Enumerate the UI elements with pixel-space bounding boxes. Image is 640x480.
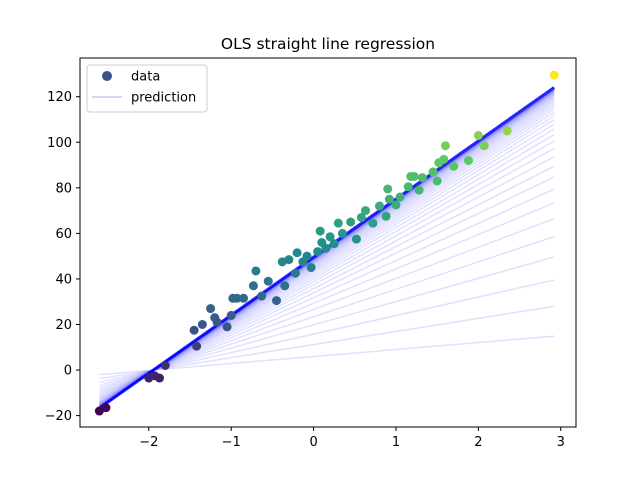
- prediction-line: [99, 188, 555, 396]
- x-tick-label: 1: [392, 435, 400, 450]
- data-point: [280, 281, 290, 291]
- data-point: [440, 141, 450, 151]
- prediction-line: [99, 235, 555, 389]
- data-point: [384, 194, 394, 204]
- data-point: [257, 291, 267, 301]
- y-tick-label: 0: [64, 364, 72, 379]
- x-tick-label: 0: [309, 435, 317, 450]
- y-tick-label: 60: [55, 227, 72, 242]
- data-point: [101, 403, 111, 413]
- data-point: [325, 232, 335, 242]
- data-point: [222, 322, 232, 332]
- prediction-line: [99, 335, 555, 376]
- data-point: [192, 341, 202, 351]
- data-point: [212, 317, 222, 327]
- data-point: [356, 212, 366, 222]
- prediction-line: [99, 256, 555, 387]
- prediction-line: [99, 218, 555, 392]
- data-point: [395, 192, 405, 202]
- prediction-line: [99, 279, 555, 383]
- chart-title: OLS straight line regression: [221, 35, 435, 53]
- data-point: [449, 161, 459, 171]
- data-point: [315, 226, 325, 236]
- y-axis: −20 0 20 40 60 80 100 120: [45, 90, 80, 424]
- data-point: [428, 167, 438, 177]
- y-tick-label: 100: [47, 136, 72, 151]
- data-point: [272, 296, 282, 306]
- data-point: [479, 141, 489, 151]
- prediction-line: [99, 176, 555, 397]
- data-point: [439, 154, 449, 164]
- data-point: [414, 185, 424, 195]
- y-tick-label: 120: [47, 90, 72, 105]
- legend-label-prediction: prediction: [131, 91, 196, 106]
- data-point: [403, 182, 413, 192]
- data-point: [368, 218, 378, 228]
- data-point: [502, 126, 512, 136]
- data-point: [383, 184, 393, 194]
- data-point: [432, 176, 442, 186]
- y-tick-label: 80: [55, 181, 72, 196]
- y-tick-label: −20: [45, 409, 72, 424]
- data-point: [263, 276, 273, 286]
- data-point: [351, 234, 361, 244]
- data-point: [239, 293, 249, 303]
- data-point: [232, 293, 242, 303]
- data-point: [360, 206, 370, 216]
- prediction-line: [98, 123, 555, 404]
- data-point: [206, 304, 216, 314]
- plot-area-frame: [79, 57, 577, 428]
- data-point: [321, 243, 331, 253]
- x-tick-label: −1: [222, 435, 241, 450]
- data-point: [284, 255, 294, 265]
- prediction-line: [99, 165, 555, 399]
- x-tick-label: −2: [139, 435, 158, 450]
- x-axis: −2 −1 0 1 2 3: [139, 427, 565, 450]
- data-point: [155, 373, 165, 383]
- prediction-line: [98, 128, 555, 404]
- data-point: [329, 239, 339, 249]
- data-point: [290, 268, 300, 278]
- prediction-line: [98, 134, 555, 403]
- data-point: [417, 173, 427, 183]
- legend-frame: [86, 64, 208, 113]
- data-point: [346, 217, 356, 227]
- data-point: [292, 248, 302, 258]
- prediction-line: [98, 140, 555, 402]
- data-point: [473, 130, 483, 140]
- data-point: [549, 70, 559, 80]
- y-tick-label: 20: [55, 318, 72, 333]
- data-point: [409, 171, 419, 181]
- data-point: [381, 211, 391, 221]
- data-point: [463, 156, 473, 165]
- y-tick-label: 40: [55, 272, 72, 287]
- prediction-line: [99, 202, 555, 394]
- prediction-line: [99, 156, 555, 400]
- prediction-line: [99, 305, 555, 380]
- legend: data prediction: [86, 64, 208, 113]
- x-tick-label: 3: [557, 435, 565, 450]
- data-point: [189, 325, 199, 335]
- legend-data-marker: [102, 71, 112, 81]
- data-point: [197, 320, 207, 329]
- x-tick-label: 2: [474, 435, 482, 450]
- data-point: [302, 251, 312, 261]
- prediction-lines: [98, 86, 556, 410]
- data-point: [374, 201, 384, 211]
- data-point: [160, 361, 170, 370]
- data-point: [306, 263, 316, 273]
- data-points: [94, 70, 559, 416]
- legend-label-data: data: [131, 70, 160, 85]
- data-point: [226, 310, 236, 320]
- data-point: [391, 200, 401, 210]
- data-point: [251, 266, 261, 276]
- data-point: [313, 247, 323, 257]
- data-point: [337, 228, 347, 238]
- data-point: [248, 281, 258, 291]
- prediction-line: [98, 147, 555, 401]
- data-point: [333, 218, 343, 228]
